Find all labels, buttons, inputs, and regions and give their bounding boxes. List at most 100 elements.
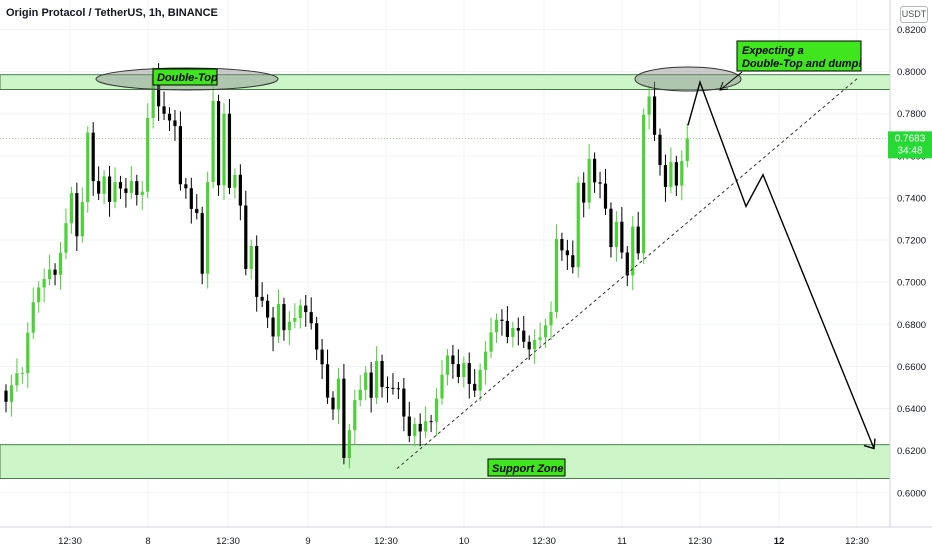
y-tick-label: 0.6600 xyxy=(897,362,926,373)
candle-body xyxy=(140,191,144,195)
candle-body xyxy=(424,421,428,432)
candle-body xyxy=(69,193,73,224)
candle-body xyxy=(287,321,291,331)
candle-body xyxy=(260,296,264,301)
candle-body xyxy=(576,182,580,268)
candle-body xyxy=(565,250,569,256)
support-zone xyxy=(0,444,891,479)
candle-body xyxy=(162,106,166,114)
candle-body xyxy=(642,114,646,254)
candle-body xyxy=(309,312,313,324)
candle-body xyxy=(282,304,286,331)
last-price-text: 0.7683 xyxy=(895,133,926,144)
y-tick-label: 0.6200 xyxy=(897,446,926,457)
candle-body xyxy=(620,221,624,253)
candle-body xyxy=(75,193,79,237)
candle-body xyxy=(320,349,324,365)
candle-body xyxy=(124,188,128,193)
candle-body xyxy=(609,208,613,248)
candle-body xyxy=(15,373,19,386)
candle-body xyxy=(347,430,351,459)
candle-body xyxy=(325,364,330,398)
currency-button[interactable]: USDT xyxy=(900,6,928,23)
candle-body xyxy=(631,226,635,276)
candle-body xyxy=(407,416,411,436)
candle-body xyxy=(31,302,35,333)
candle-body xyxy=(4,390,8,402)
candle-body xyxy=(396,388,400,390)
candle-body xyxy=(151,73,155,118)
candle-body xyxy=(37,287,41,303)
candle-body xyxy=(211,101,215,183)
candle-body xyxy=(238,174,242,206)
candle-body xyxy=(434,398,439,422)
candle-body xyxy=(42,279,46,288)
candle-body xyxy=(86,132,90,203)
candle-body xyxy=(462,363,466,377)
expect-text-line1: Expecting a xyxy=(742,45,804,57)
candle-body xyxy=(293,317,297,322)
candle-body xyxy=(200,213,204,274)
candle-body xyxy=(364,372,368,390)
candle-body xyxy=(298,305,302,318)
expect-text-line2: Double-Top and dump! xyxy=(742,58,862,70)
candle-body xyxy=(304,305,308,313)
candle-body xyxy=(582,182,586,203)
candle-body xyxy=(184,184,188,189)
candle-body xyxy=(146,117,150,192)
candle-body xyxy=(669,162,673,187)
y-tick-label: 0.7400 xyxy=(897,193,926,204)
support-text: Support Zone xyxy=(492,463,564,475)
x-tick-label: 12:30 xyxy=(58,536,82,547)
candle-body xyxy=(511,328,515,337)
expect-label: Expecting a Double-Top and dump! xyxy=(736,40,862,72)
candle-body xyxy=(560,239,564,251)
callout-arrowhead xyxy=(719,81,729,91)
candle-body xyxy=(554,239,559,313)
countdown-text: 34:48 xyxy=(897,145,922,156)
x-tick-label: 11 xyxy=(617,536,627,547)
candle-body xyxy=(353,400,357,431)
candle-body xyxy=(369,372,373,398)
double-top-label: Double-Top xyxy=(152,68,218,86)
candle-body xyxy=(451,355,455,365)
trendline xyxy=(396,77,859,469)
candle-body xyxy=(271,317,275,337)
candle-body xyxy=(244,205,248,269)
candle-body xyxy=(227,113,232,188)
candle-body xyxy=(456,364,460,377)
candle-body xyxy=(58,252,63,275)
last-price-badge: 0.7683 34:48 xyxy=(888,131,932,159)
y-tick-label: 0.7800 xyxy=(897,109,926,120)
candle-body xyxy=(571,255,575,268)
candle-body xyxy=(494,319,499,333)
candle-body xyxy=(647,96,651,115)
candle-body xyxy=(157,73,161,107)
candle-body xyxy=(603,183,608,209)
candles xyxy=(4,63,689,469)
candle-body xyxy=(598,182,602,184)
candle-body xyxy=(527,341,531,350)
candle-body xyxy=(516,328,520,331)
candle-body xyxy=(97,181,101,194)
candle-body xyxy=(358,389,362,401)
y-tick-label: 0.6800 xyxy=(897,320,926,331)
candle-body xyxy=(489,332,493,352)
candle-body xyxy=(418,423,422,432)
candle-body xyxy=(636,226,640,254)
candle-body xyxy=(593,158,597,183)
candle-body xyxy=(663,165,668,187)
chart-title: Origin Protacol / TetherUS, 1h, BINANCE xyxy=(6,7,218,19)
candle-body xyxy=(342,378,346,459)
candle-body xyxy=(173,120,177,127)
candle-body xyxy=(9,385,14,402)
candle-body xyxy=(478,369,482,391)
candle-body xyxy=(467,363,471,384)
candle-body xyxy=(533,339,537,350)
candle-body xyxy=(276,304,281,337)
candle-body xyxy=(674,162,678,186)
double-top-ellipse-right xyxy=(634,66,742,92)
candle-body xyxy=(685,138,689,162)
candle-body xyxy=(505,320,509,337)
